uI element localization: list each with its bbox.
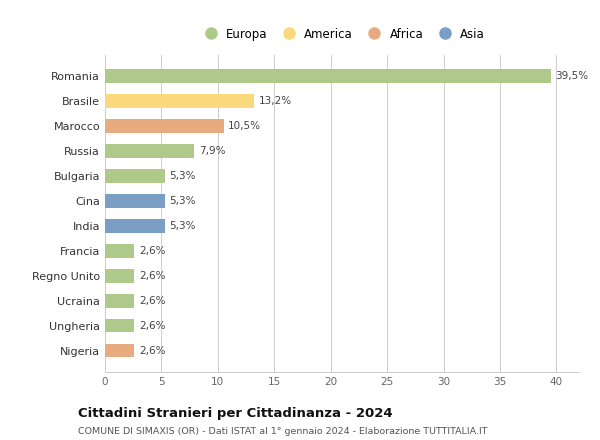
Bar bbox=[105, 219, 165, 233]
Text: 2,6%: 2,6% bbox=[139, 246, 166, 256]
Text: 2,6%: 2,6% bbox=[139, 296, 166, 306]
Bar bbox=[105, 244, 134, 258]
Text: 7,9%: 7,9% bbox=[199, 146, 225, 156]
Bar bbox=[105, 319, 134, 333]
Legend: Europa, America, Africa, Asia: Europa, America, Africa, Asia bbox=[194, 23, 490, 45]
Text: 13,2%: 13,2% bbox=[259, 96, 292, 106]
Text: 5,3%: 5,3% bbox=[169, 171, 196, 181]
Text: Cittadini Stranieri per Cittadinanza - 2024: Cittadini Stranieri per Cittadinanza - 2… bbox=[78, 407, 392, 420]
Bar bbox=[105, 294, 134, 308]
Bar bbox=[105, 344, 134, 357]
Text: 2,6%: 2,6% bbox=[139, 271, 166, 281]
Bar bbox=[105, 269, 134, 282]
Text: COMUNE DI SIMAXIS (OR) - Dati ISTAT al 1° gennaio 2024 - Elaborazione TUTTITALIA: COMUNE DI SIMAXIS (OR) - Dati ISTAT al 1… bbox=[78, 427, 487, 436]
Bar bbox=[105, 70, 551, 83]
Bar bbox=[105, 144, 194, 158]
Text: 5,3%: 5,3% bbox=[169, 196, 196, 206]
Text: 39,5%: 39,5% bbox=[556, 71, 589, 81]
Bar bbox=[105, 169, 165, 183]
Text: 2,6%: 2,6% bbox=[139, 321, 166, 330]
Bar bbox=[105, 94, 254, 108]
Bar bbox=[105, 194, 165, 208]
Text: 10,5%: 10,5% bbox=[228, 121, 261, 131]
Text: 5,3%: 5,3% bbox=[169, 221, 196, 231]
Bar bbox=[105, 119, 223, 133]
Text: 2,6%: 2,6% bbox=[139, 345, 166, 356]
